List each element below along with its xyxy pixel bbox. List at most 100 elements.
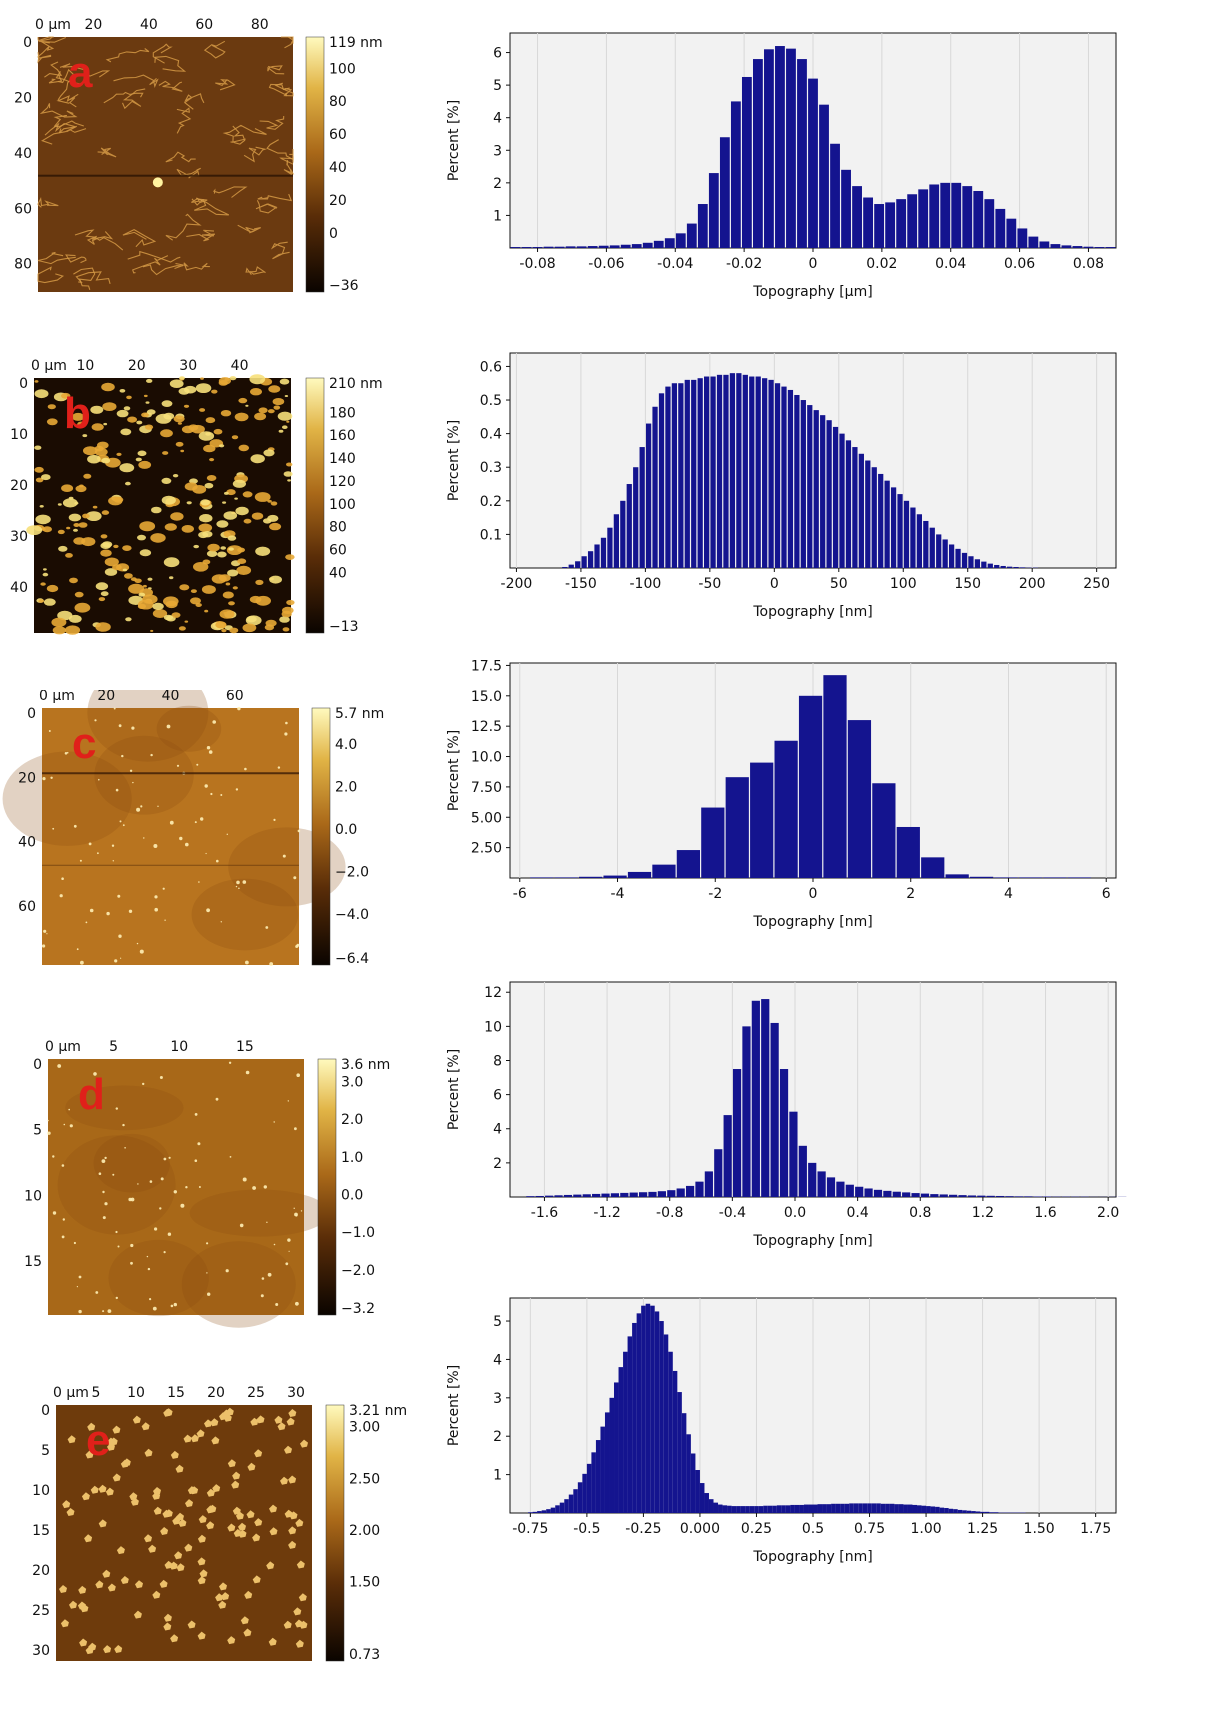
histogram-bar [883, 1190, 892, 1197]
afm-cluster [238, 444, 250, 452]
histogram-bar [957, 1509, 963, 1513]
histogram-bar [939, 1507, 945, 1514]
histogram-bar [1050, 244, 1061, 248]
histogram-bar [1083, 246, 1094, 248]
afm-strand [152, 43, 173, 64]
afm-cluster [81, 537, 96, 547]
colorbar-label: −3.2 [341, 1301, 375, 1317]
afm-particle [287, 1100, 289, 1102]
afm-cluster [162, 451, 169, 455]
histogram-bar [930, 1506, 936, 1513]
afm-strand [142, 264, 184, 276]
afm-particle [206, 1272, 208, 1274]
x-tick-label: -1.6 [531, 1205, 558, 1221]
afm-particle [76, 1286, 78, 1288]
afm-particle [295, 1301, 299, 1306]
histogram-bar [594, 544, 600, 568]
y-tick-label: 17.5 [471, 658, 502, 674]
histogram-bar [753, 59, 763, 249]
afm-particle [300, 1210, 303, 1212]
colorbar-label: 180 [329, 405, 356, 421]
colorbar-label: 1.0 [341, 1150, 363, 1166]
afm-flake [114, 1645, 123, 1653]
afm-cluster [228, 601, 235, 606]
y-tick-label: 0.1 [480, 527, 502, 543]
afm-flake [170, 1634, 179, 1643]
x-tick-label: 0.5 [802, 1521, 824, 1537]
histogram-bar [671, 383, 678, 568]
afm-cluster [217, 551, 227, 558]
afm-cluster [218, 574, 231, 582]
afm-particle [112, 1173, 115, 1176]
afm-cluster [141, 412, 149, 418]
afm-particle [98, 778, 100, 781]
afm-strand [257, 193, 293, 202]
histogram-bar [564, 1499, 569, 1513]
afm-cluster [41, 474, 51, 481]
histogram-bar [863, 197, 873, 248]
afm-cluster [250, 388, 262, 396]
histogram-bar [880, 1503, 886, 1513]
afm-flake [176, 1512, 184, 1521]
afm-particle [106, 911, 110, 916]
afm-cluster [250, 454, 265, 464]
histogram-bar [774, 740, 798, 878]
histogram-bar [745, 1506, 750, 1513]
histogram-bar [1024, 1196, 1033, 1197]
afm-shade [108, 1239, 209, 1317]
histogram-bar [657, 1191, 666, 1197]
afm-flake [295, 1518, 304, 1527]
histogram-bar [568, 1494, 574, 1513]
image-y-tick-label: 0 [23, 35, 32, 51]
histogram-bar [530, 877, 554, 878]
colorbar-label: 80 [329, 520, 347, 536]
afm-particle [128, 909, 133, 913]
histogram-bar [659, 1321, 664, 1513]
afm-particle [238, 887, 240, 890]
histogram-bar [562, 566, 568, 568]
histogram-bar [532, 1511, 538, 1513]
afm-particle [273, 818, 276, 821]
afm-cluster [35, 477, 44, 483]
histogram-bar [1061, 245, 1072, 248]
afm-cluster [269, 522, 282, 531]
histogram-bar [754, 1506, 759, 1513]
afm-particle [154, 1227, 158, 1231]
afm-particle [297, 829, 301, 833]
x-tick-label: -100 [629, 576, 661, 592]
histogram-bar [862, 1503, 868, 1513]
image-y-tick-label: 20 [10, 478, 28, 494]
afm-cluster [145, 401, 150, 404]
afm-particle [113, 707, 116, 710]
afm-particle [48, 730, 51, 732]
colorbar-label: 2.0 [341, 1112, 363, 1128]
histogram-bar [1094, 247, 1105, 248]
y-tick-label: 0.4 [480, 427, 502, 443]
afm-cluster [273, 405, 281, 410]
afm-particle [261, 1277, 265, 1280]
histogram-bar [779, 1069, 789, 1197]
y-tick-label: 6 [493, 46, 502, 62]
afm-particle [235, 885, 238, 888]
image-y-tick-label: 80 [14, 257, 32, 273]
afm-particle [159, 1207, 162, 1210]
afm-cluster [200, 499, 211, 506]
afm-cluster [116, 409, 129, 418]
afm-cluster [60, 392, 71, 399]
histogram-c: -6 -4 -2 0 2 4 6 2.50 5.00 7.50 10.0 12.5 15.0 17.5 To… [446, 658, 1117, 930]
afm-cluster [184, 620, 189, 623]
y-tick-label: 0.2 [480, 494, 502, 510]
afm-flake [232, 1506, 241, 1515]
histogram-bar [885, 202, 896, 248]
histogram-bar [609, 1397, 615, 1513]
afm-particle [164, 919, 166, 921]
x-axis-label: Topography [nm] [752, 1233, 872, 1249]
histogram-bar [639, 447, 645, 568]
histogram-bar [704, 1493, 709, 1513]
afm-cluster [64, 625, 81, 635]
afm-particle [206, 908, 211, 913]
afm-particle [263, 1185, 267, 1189]
image-y-tick-label: 0 [41, 1403, 50, 1419]
afm-cluster [206, 550, 218, 557]
histogram-bar [855, 1186, 864, 1197]
